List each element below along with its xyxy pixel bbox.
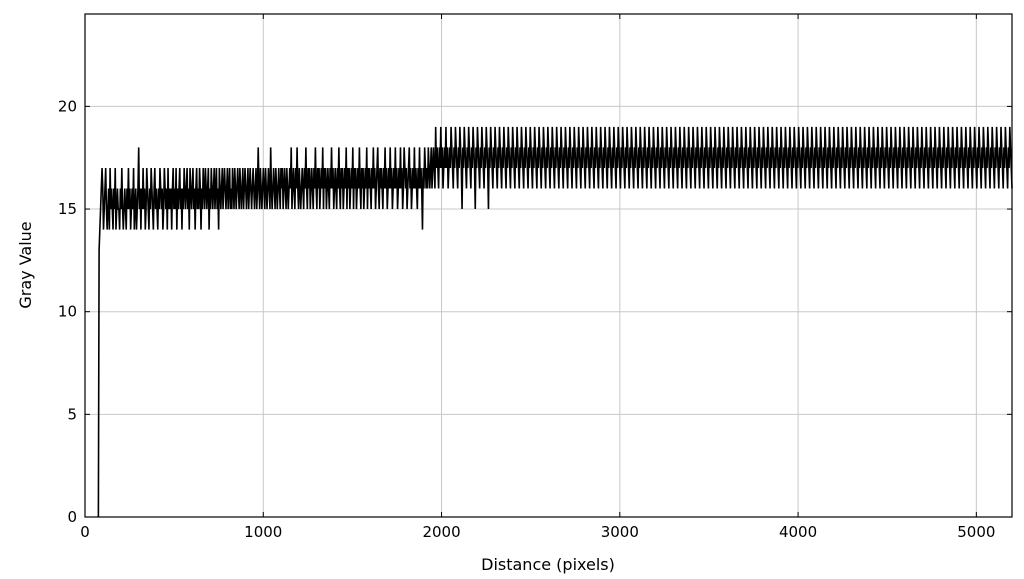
y-tick-label: 10 (58, 303, 77, 321)
plot-border (84, 13, 1013, 518)
series-line (97, 126, 1013, 518)
x-tick-label: 0 (80, 523, 90, 541)
x-axis-title: Distance (pixels) (481, 555, 615, 574)
tick-labels: 0 1000 2000 3000 4000 5000 0 5 10 15 20 (58, 97, 996, 541)
grid-lines (85, 14, 1012, 517)
y-tick-label: 20 (58, 97, 77, 115)
y-tick-label: 0 (67, 508, 77, 526)
x-tick-label: 2000 (422, 523, 460, 541)
x-tick-label: 4000 (779, 523, 817, 541)
y-axis-title: Gray Value (16, 221, 35, 308)
series-layer (97, 126, 1013, 518)
x-tick-label: 3000 (601, 523, 639, 541)
plot-frame (84, 13, 1013, 518)
axis-ticks (84, 14, 1012, 518)
y-tick-label: 5 (67, 405, 77, 423)
y-tick-label: 15 (58, 200, 77, 218)
x-tick-label: 5000 (957, 523, 995, 541)
x-tick-label: 1000 (244, 523, 282, 541)
